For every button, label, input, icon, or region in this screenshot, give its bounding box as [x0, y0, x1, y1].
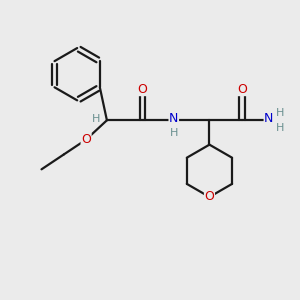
- Text: O: O: [81, 133, 91, 146]
- Text: H: H: [169, 128, 178, 138]
- Text: N: N: [169, 112, 178, 125]
- Text: O: O: [138, 82, 148, 96]
- Text: H: H: [92, 114, 100, 124]
- Text: H: H: [276, 108, 284, 118]
- Text: O: O: [205, 190, 214, 203]
- Text: N: N: [264, 112, 274, 125]
- Text: H: H: [276, 123, 284, 133]
- Text: O: O: [237, 82, 247, 96]
